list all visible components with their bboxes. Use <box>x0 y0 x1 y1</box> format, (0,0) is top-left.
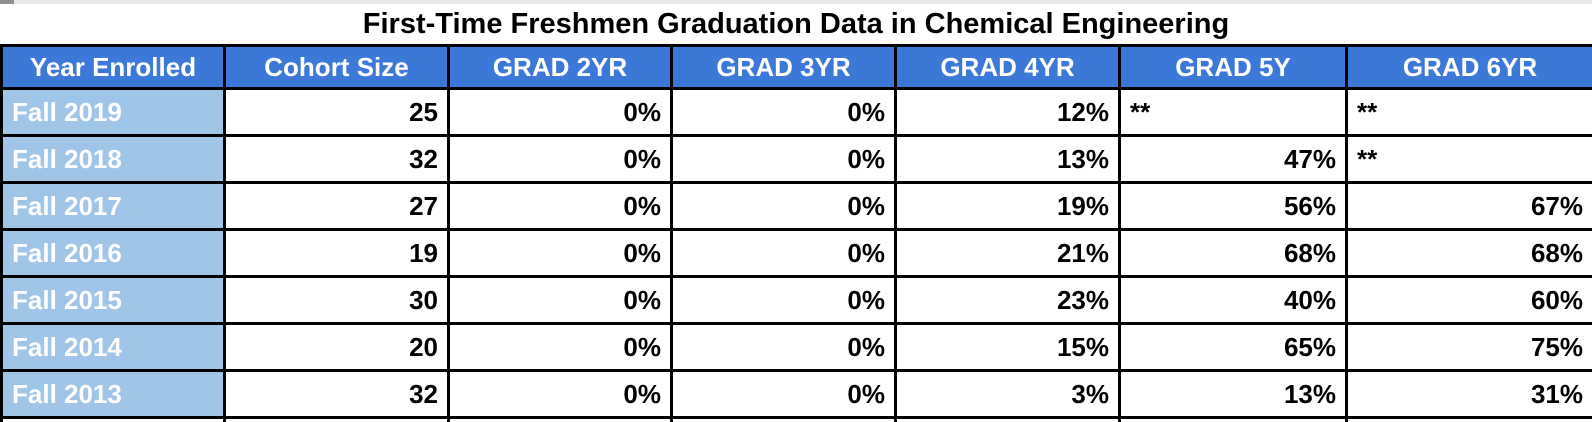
empty-cell[interactable] <box>223 416 450 422</box>
column-header[interactable]: Year Enrolled <box>0 44 226 90</box>
year-cell[interactable]: Fall 2019 <box>0 87 226 137</box>
data-cell[interactable]: 68% <box>1118 228 1348 278</box>
data-cell[interactable]: 68% <box>1345 228 1592 278</box>
header-row: Year Enrolled Cohort Size GRAD 2YR GRAD 3YR… <box>0 44 1592 90</box>
empty-cell[interactable] <box>1345 416 1592 422</box>
data-cell[interactable]: 23% <box>894 275 1121 325</box>
data-cell[interactable]: 0% <box>670 275 897 325</box>
data-cell[interactable]: 60% <box>1345 275 1592 325</box>
clipped-row <box>0 416 1592 422</box>
data-cell[interactable]: 20 <box>223 322 450 372</box>
data-cell[interactable]: 0% <box>670 322 897 372</box>
data-cell[interactable]: 15% <box>894 322 1121 372</box>
suppressed-value-cell[interactable]: ** <box>1118 87 1348 137</box>
column-header[interactable]: GRAD 4YR <box>894 44 1121 90</box>
table-row: Fall 2016 19 0% 0% 21% 68% 68% <box>0 228 1592 278</box>
column-header[interactable]: GRAD 3YR <box>670 44 897 90</box>
year-cell[interactable]: Fall 2016 <box>0 228 226 278</box>
table-row: Fall 2018 32 0% 0% 13% 47% ** <box>0 134 1592 184</box>
data-cell[interactable]: 65% <box>1118 322 1348 372</box>
data-cell[interactable]: 32 <box>223 369 450 419</box>
data-cell[interactable]: 47% <box>1118 134 1348 184</box>
graduation-table: Year Enrolled Cohort Size GRAD 2YR GRAD 3YR… <box>0 44 1592 422</box>
data-cell[interactable]: 0% <box>670 134 897 184</box>
data-cell[interactable]: 13% <box>1118 369 1348 419</box>
data-cell[interactable]: 12% <box>894 87 1121 137</box>
column-header[interactable]: Cohort Size <box>223 44 450 90</box>
empty-cell[interactable] <box>1118 416 1348 422</box>
data-cell[interactable]: 0% <box>447 228 673 278</box>
corner-mark <box>0 0 14 4</box>
table-title: First-Time Freshmen Graduation Data in C… <box>0 4 1592 44</box>
data-cell[interactable]: 0% <box>670 181 897 231</box>
year-cell[interactable]: Fall 2018 <box>0 134 226 184</box>
data-cell[interactable]: 0% <box>447 322 673 372</box>
data-cell[interactable]: 19% <box>894 181 1121 231</box>
column-header[interactable]: GRAD 5Y <box>1118 44 1348 90</box>
data-cell[interactable]: 0% <box>670 87 897 137</box>
data-cell[interactable]: 13% <box>894 134 1121 184</box>
data-cell[interactable]: 75% <box>1345 322 1592 372</box>
data-cell[interactable]: 0% <box>447 181 673 231</box>
data-cell[interactable]: 67% <box>1345 181 1592 231</box>
data-cell[interactable]: 0% <box>670 228 897 278</box>
column-header[interactable]: GRAD 6YR <box>1345 44 1592 90</box>
data-cell[interactable]: 25 <box>223 87 450 137</box>
column-header[interactable]: GRAD 2YR <box>447 44 673 90</box>
table-row: Fall 2015 30 0% 0% 23% 40% 60% <box>0 275 1592 325</box>
data-cell[interactable]: 3% <box>894 369 1121 419</box>
empty-cell[interactable] <box>670 416 897 422</box>
data-cell[interactable]: 32 <box>223 134 450 184</box>
suppressed-value-cell[interactable]: ** <box>1345 134 1592 184</box>
data-cell[interactable]: 19 <box>223 228 450 278</box>
data-cell[interactable]: 0% <box>447 369 673 419</box>
data-cell[interactable]: 0% <box>447 134 673 184</box>
year-cell[interactable]: Fall 2015 <box>0 275 226 325</box>
data-cell[interactable]: 21% <box>894 228 1121 278</box>
year-cell[interactable]: Fall 2017 <box>0 181 226 231</box>
table-row: Fall 2017 27 0% 0% 19% 56% 67% <box>0 181 1592 231</box>
data-cell[interactable]: 56% <box>1118 181 1348 231</box>
data-cell[interactable]: 31% <box>1345 369 1592 419</box>
data-cell[interactable]: 0% <box>447 275 673 325</box>
year-cell[interactable]: Fall 2014 <box>0 322 226 372</box>
data-cell[interactable]: 0% <box>447 87 673 137</box>
data-cell[interactable]: 27 <box>223 181 450 231</box>
year-cell[interactable]: Fall 2013 <box>0 369 226 419</box>
data-cell[interactable]: 40% <box>1118 275 1348 325</box>
data-cell[interactable]: 0% <box>670 369 897 419</box>
table-row: Fall 2019 25 0% 0% 12% ** ** <box>0 87 1592 137</box>
empty-cell[interactable] <box>0 416 226 422</box>
empty-cell[interactable] <box>447 416 673 422</box>
screen-top-edge <box>0 0 1592 4</box>
table-row: Fall 2013 32 0% 0% 3% 13% 31% <box>0 369 1592 419</box>
empty-cell[interactable] <box>894 416 1121 422</box>
table-row: Fall 2014 20 0% 0% 15% 65% 75% <box>0 322 1592 372</box>
data-cell[interactable]: 30 <box>223 275 450 325</box>
suppressed-value-cell[interactable]: ** <box>1345 87 1592 137</box>
